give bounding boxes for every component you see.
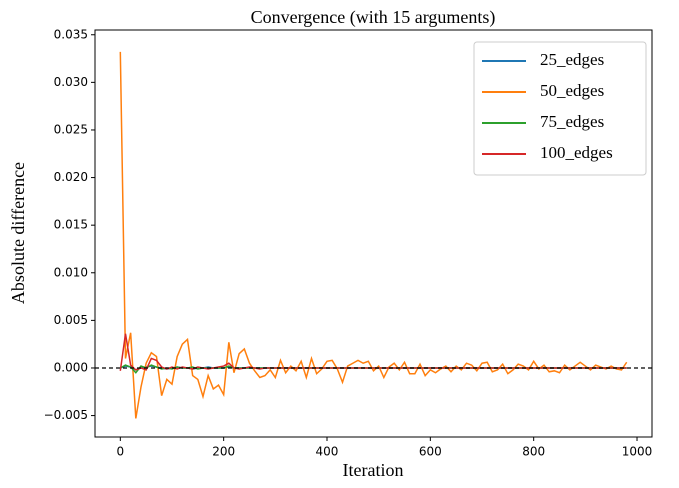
legend-label: 50_edges [540,81,604,100]
legend-box [473,41,647,176]
chart-title: Convergence (with 15 arguments) [251,7,496,28]
y-tick-label: 0.010 [54,265,88,279]
x-tick-label: 200 [212,445,235,459]
legend-label: 25_edges [540,50,604,69]
plot-frame [94,29,653,438]
y-tick-label: 0.020 [54,170,88,184]
x-tick-label: 400 [316,445,339,459]
legend-label: 100_edges [540,143,613,162]
y-tick-label: −0.005 [44,408,88,422]
x-tick-label: 600 [419,445,442,459]
y-tick-label: 0.025 [54,122,88,136]
series-line [119,333,627,371]
y-tick-label: 0.035 [54,27,88,41]
y-tick-label: 0.030 [54,75,88,89]
y-axis-label: Absolute difference [8,162,28,304]
x-tick-label: 0 [116,445,124,459]
x-tick-label: 1000 [622,445,653,459]
series-line [119,51,628,419]
y-tick-label: 0.015 [54,218,88,232]
y-tick-label: 0.005 [54,313,88,327]
x-axis-label: Iteration [343,460,404,480]
y-tick-label: 0.000 [54,360,88,374]
legend-label: 75_edges [540,112,604,131]
x-tick-label: 800 [522,445,545,459]
